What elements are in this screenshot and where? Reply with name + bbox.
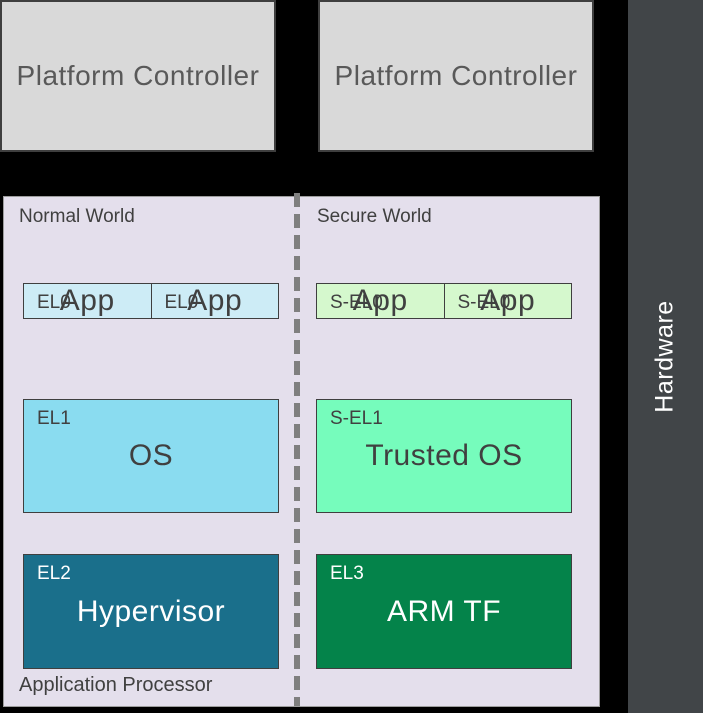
el-level-label: EL2 <box>37 563 71 584</box>
el-level-label: EL0 <box>164 292 199 313</box>
platform-controller-box-2: Platform Controller <box>318 0 594 152</box>
el-level-label: EL3 <box>330 563 364 584</box>
secure-world-label: Secure World <box>317 206 432 227</box>
el2-hypervisor-box: EL2 Hypervisor <box>23 554 279 669</box>
hardware-label: Hardware <box>651 300 679 413</box>
trusted-os-box-title: Trusted OS <box>365 439 523 472</box>
world-divider-dashed-line <box>294 193 300 706</box>
el-level-label: S-EL1 <box>330 408 383 429</box>
armtf-box-title: ARM TF <box>386 594 502 628</box>
sel1-trusted-os-box: S-EL1 Trusted OS <box>316 399 572 513</box>
application-processor-label: Application Processor <box>19 674 213 696</box>
el-level-label: EL0 <box>37 292 71 313</box>
el3-armtf-box: EL3 ARM TF <box>316 554 572 669</box>
app-box-title: App <box>480 284 536 317</box>
normal-el0-app-group: EL0 App EL0 App <box>23 243 279 359</box>
platform-controller-label: Platform Controller <box>334 60 578 91</box>
secure-el0-app-box-1: S-EL0 App <box>316 283 445 319</box>
app-box-title: App <box>187 284 243 317</box>
normal-el0-app-box-1: EL0 App <box>23 283 152 319</box>
platform-controller-label: Platform Controller <box>16 60 260 91</box>
secure-el0-app-box-2: S-EL0 App <box>443 283 572 319</box>
hardware-bar: Hardware <box>628 0 703 713</box>
hypervisor-box-title: Hypervisor <box>76 594 226 628</box>
el-level-label: S-EL0 <box>330 292 383 313</box>
app-box-title: App <box>352 284 408 317</box>
secure-el0-app-group: S-EL0 App S-EL0 App <box>316 243 572 359</box>
app-box-title: App <box>59 284 115 317</box>
application-processor-panel: Normal World Secure World EL0 App EL0 Ap… <box>3 193 600 707</box>
platform-controller-box-1: Platform Controller <box>0 0 276 152</box>
el1-os-box: EL1 OS <box>23 399 279 513</box>
el-level-label: S-EL0 <box>457 292 511 313</box>
normal-world-label: Normal World <box>19 206 135 227</box>
normal-el0-app-box-2: EL0 App <box>150 283 279 319</box>
os-box-title: OS <box>128 439 174 472</box>
el-level-label: EL1 <box>37 408 71 429</box>
